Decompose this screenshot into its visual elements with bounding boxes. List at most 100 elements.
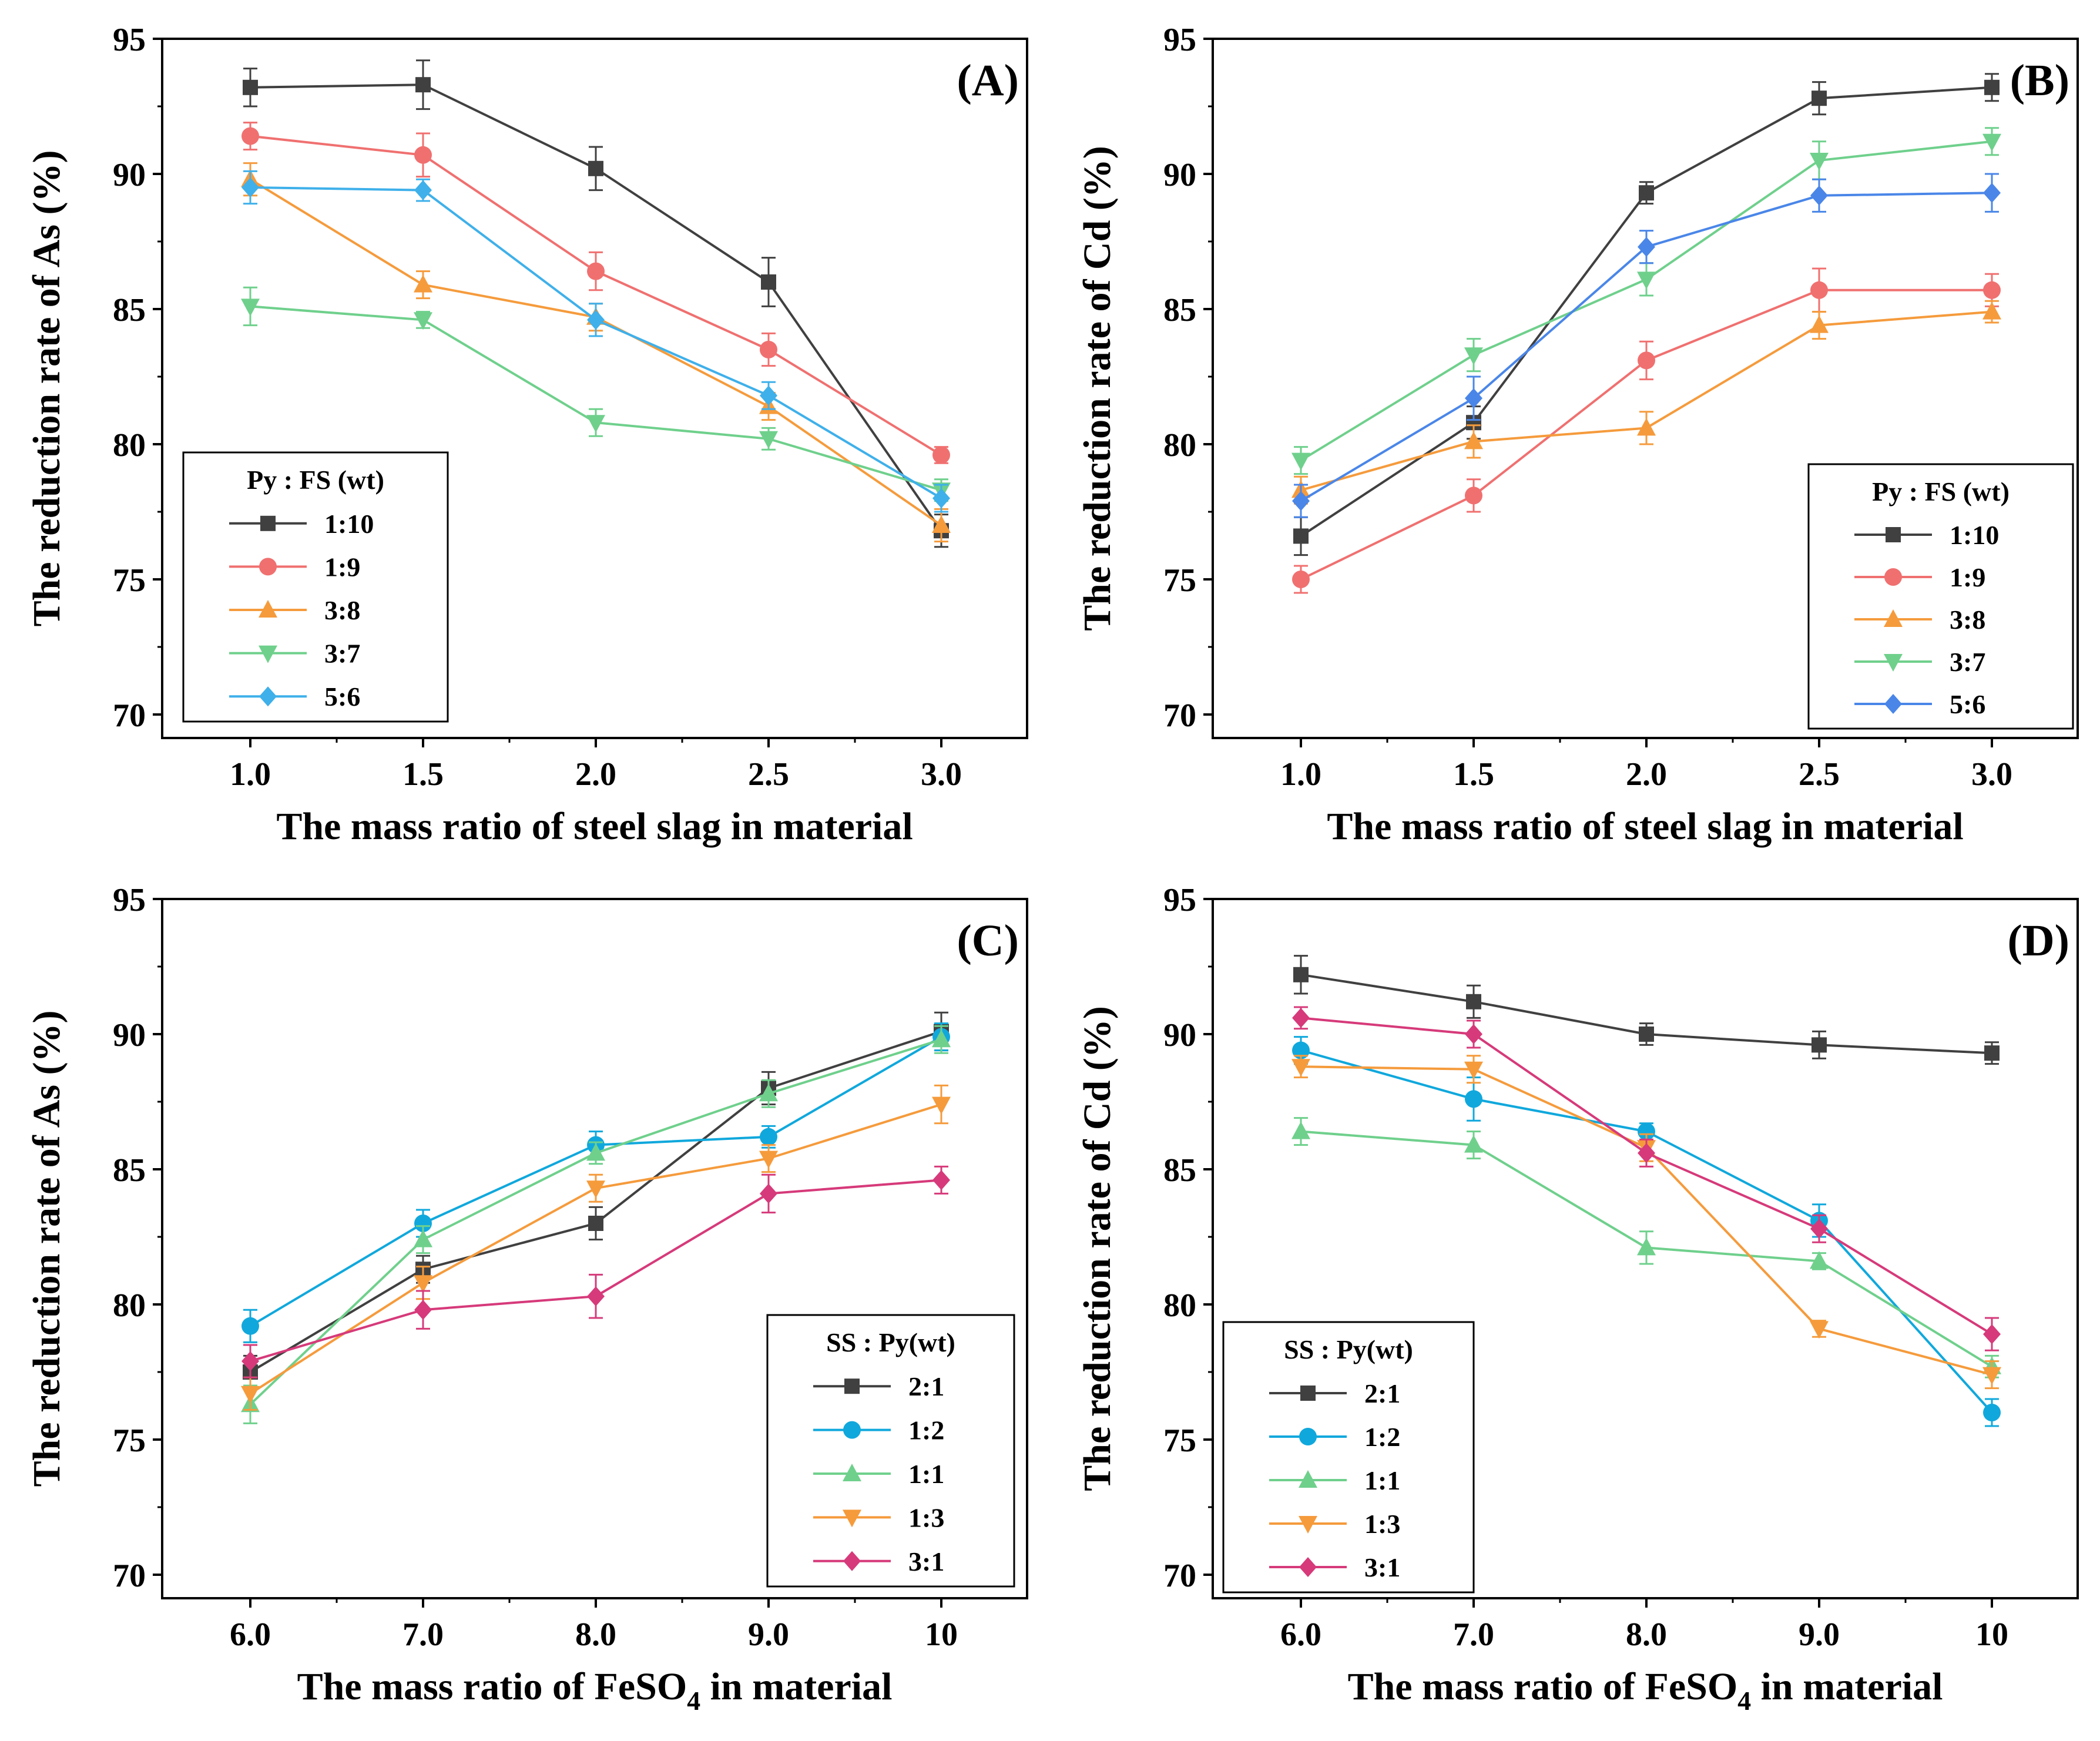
data-point — [1291, 452, 1310, 471]
legend-label: 1:1 — [1364, 1465, 1400, 1495]
y-tick-label: 70 — [113, 1558, 146, 1594]
x-axis-title-tail: in material — [700, 1665, 892, 1708]
y-tick-label: 90 — [1163, 1017, 1196, 1054]
data-point — [1464, 431, 1483, 449]
x-tick-label: 1.0 — [1280, 756, 1321, 793]
y-axis-title: The reduction rate of As (%) — [25, 150, 68, 627]
panel-label: (D) — [2007, 916, 2069, 965]
y-tick-label: 75 — [113, 562, 146, 599]
x-axis-title-main: The mass ratio of FeSO — [1348, 1665, 1738, 1708]
legend-marker — [1299, 1470, 1317, 1488]
data-point — [415, 77, 431, 93]
y-tick-label: 90 — [1163, 157, 1196, 193]
data-point — [241, 1386, 260, 1404]
y-axis-title: The reduction rate of Cd (%) — [1076, 146, 1119, 631]
x-tick-label: 1.5 — [402, 756, 444, 793]
data-point — [932, 446, 950, 464]
y-tick-label: 95 — [113, 882, 146, 918]
x-tick-label: 2.0 — [575, 756, 616, 793]
series-3-1 — [1292, 1006, 2001, 1351]
series-line — [1300, 1017, 1993, 1336]
data-point — [587, 262, 605, 280]
legend-marker — [259, 558, 277, 576]
legend-label: 1:9 — [324, 552, 360, 582]
legend-label: 3:7 — [1950, 647, 1985, 677]
legend-marker — [1884, 568, 1902, 586]
legend-label: 3:1 — [908, 1547, 944, 1576]
legend-marker — [843, 1551, 861, 1571]
data-point — [1465, 1090, 1482, 1108]
data-point — [932, 1170, 950, 1190]
series-1-9 — [1292, 267, 2001, 594]
legend-label: 1:3 — [1364, 1509, 1400, 1539]
legend-marker — [1886, 527, 1901, 542]
data-point — [932, 1096, 951, 1115]
legend-box — [182, 451, 449, 723]
y-tick-label: 95 — [113, 22, 146, 58]
data-point — [1810, 315, 1829, 333]
data-point — [414, 1229, 432, 1247]
x-tick-label: 9.0 — [748, 1616, 789, 1653]
x-tick-label: 3.0 — [921, 756, 962, 793]
legend-label: 3:1 — [1364, 1552, 1400, 1582]
x-tick-label: 7.0 — [402, 1616, 444, 1653]
data-point — [1810, 153, 1829, 170]
legend-marker — [1299, 1557, 1317, 1577]
data-point — [241, 1351, 259, 1371]
data-point — [1811, 1037, 1827, 1053]
y-tick-label: 75 — [1163, 1423, 1196, 1459]
x-axis-title: The mass ratio of steel slag in material — [276, 805, 913, 848]
data-point — [588, 1216, 603, 1231]
chart-panel-c: 70 75 80 85 90 95 6.0 7.0 8.0 9.0 10 The mass ratio… — [25, 882, 1028, 1716]
legend-label: 3:8 — [1950, 605, 1985, 635]
legend-marker — [1884, 609, 1903, 627]
data-point — [932, 1029, 951, 1048]
data-point — [759, 1083, 778, 1102]
y-tick-label: 85 — [1163, 1152, 1196, 1189]
y-tick-label: 85 — [113, 292, 146, 328]
y-tick-label: 80 — [1163, 427, 1196, 464]
legend-label: 3:7 — [324, 639, 360, 669]
x-axis-title-tail: in material — [1751, 1665, 1943, 1708]
data-point — [414, 274, 432, 293]
data-point — [1638, 1122, 1655, 1140]
x-tick-label: 6.0 — [1280, 1616, 1321, 1653]
legend: Py : FS (wt) 1:10 1:9 3:8 3:7 5:6 — [182, 451, 449, 723]
y-tick-label: 95 — [1163, 22, 1196, 58]
legend-title: SS : Py(wt) — [1284, 1334, 1413, 1364]
series-3-7 — [1291, 127, 2001, 475]
x-tick-label: 8.0 — [1626, 1616, 1667, 1653]
legend-marker — [259, 686, 277, 707]
data-point — [759, 1150, 778, 1169]
data-point — [1639, 185, 1654, 201]
legend-marker — [843, 1464, 861, 1481]
data-point — [414, 180, 432, 200]
legend-title: Py : FS (wt) — [1872, 477, 2010, 506]
data-point — [1466, 994, 1481, 1009]
x-axis-title-subscript: 4 — [1737, 1686, 1751, 1716]
x-axis-title: The mass ratio of FeSO4 in material — [297, 1665, 893, 1716]
data-point — [760, 1183, 777, 1204]
data-point — [241, 177, 259, 197]
panel-label: (A) — [957, 56, 1019, 105]
y-tick-label: 95 — [1163, 882, 1196, 918]
series-5-6 — [241, 170, 950, 513]
y-tick-label: 75 — [1163, 562, 1196, 599]
data-point — [1811, 90, 1827, 106]
x-tick-label: 2.5 — [1799, 756, 1840, 793]
y-tick-label: 70 — [1163, 697, 1196, 734]
series-2-1 — [1293, 955, 2000, 1065]
chart-panel-d: 70 75 80 85 90 95 6.0 7.0 8.0 9.0 10 The mass ratio… — [1076, 882, 2079, 1716]
data-point — [414, 1215, 432, 1232]
legend-marker — [259, 600, 277, 618]
data-point — [243, 79, 258, 95]
y-tick-label: 70 — [1163, 1558, 1196, 1594]
legend-label: 3:8 — [324, 595, 360, 625]
legend-marker — [843, 1509, 861, 1528]
data-point — [1464, 1061, 1483, 1079]
x-tick-label: 9.0 — [1799, 1616, 1840, 1653]
y-tick-label: 80 — [113, 1287, 146, 1324]
y-tick-label: 75 — [113, 1423, 146, 1459]
legend-label: 1:10 — [324, 509, 374, 539]
